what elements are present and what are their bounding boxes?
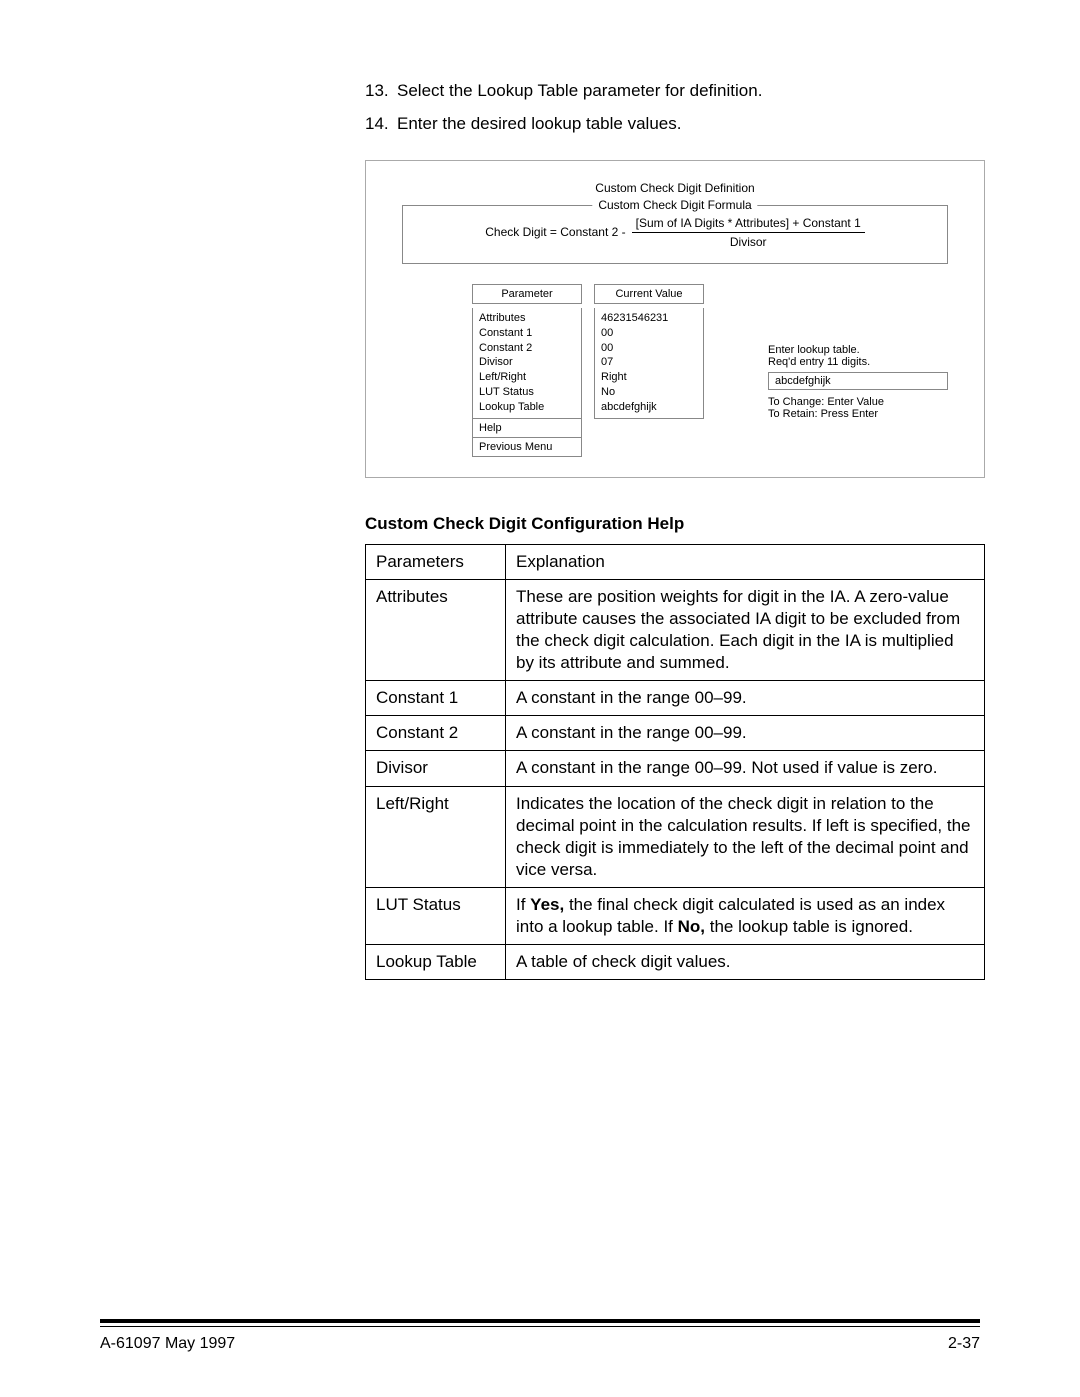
param-item[interactable]: Left/Right [479, 370, 575, 385]
help-heading: Custom Check Digit Configuration Help [365, 514, 985, 534]
help-th-param: Parameters [366, 544, 506, 579]
value-header: Current Value [594, 284, 704, 304]
value-list: 46231546231 00 00 07 Right No abcdefghij… [594, 308, 704, 419]
table-row: Divisor A constant in the range 00–99. N… [366, 751, 985, 786]
prompt-area: Enter lookup table. Req'd entry 11 digit… [768, 284, 948, 420]
footer-rule [100, 1319, 980, 1327]
page-footer: A-61097 May 1997 2-37 [100, 1335, 980, 1353]
fraction-numerator: [Sum of IA Digits * Attributes] + Consta… [632, 216, 865, 233]
help-expl: These are position weights for digit in … [506, 579, 985, 680]
table-row: LUT Status If Yes, the final check digit… [366, 887, 985, 944]
help-expl: A table of check digit values. [506, 945, 985, 980]
param-item[interactable]: Divisor [479, 355, 575, 370]
param-item[interactable]: Attributes [479, 311, 575, 326]
param-item[interactable]: Constant 1 [479, 326, 575, 341]
value-item: Right [601, 370, 697, 385]
formula-fraction: [Sum of IA Digits * Attributes] + Consta… [632, 216, 865, 249]
footer-right: 2-37 [948, 1335, 980, 1353]
param-header: Parameter [472, 284, 582, 304]
step-text: Select the Lookup Table parameter for de… [397, 80, 985, 103]
entry-input[interactable]: abcdefghijk [768, 372, 948, 390]
table-row: Attributes These are position weights fo… [366, 579, 985, 680]
step-number: 13. [365, 80, 397, 103]
help-expl: A constant in the range 00–99. [506, 716, 985, 751]
table-row: Lookup Table A table of check digit valu… [366, 945, 985, 980]
help-expl: Indicates the location of the check digi… [506, 786, 985, 887]
table-row: Left/Right Indicates the location of the… [366, 786, 985, 887]
value-item: No [601, 385, 697, 400]
prompt-line: Enter lookup table. [768, 344, 948, 356]
prompt-line: Req'd entry 11 digits. [768, 356, 948, 368]
help-expl: A constant in the range 00–99. [506, 681, 985, 716]
help-item[interactable]: Help [472, 419, 582, 438]
help-expl-lut: If Yes, the final check digit calculated… [506, 887, 985, 944]
param-item[interactable]: Lookup Table [479, 400, 575, 415]
formula-legend: Custom Check Digit Formula [592, 198, 757, 212]
footer-left: A-61097 May 1997 [100, 1335, 235, 1353]
formula-box: Custom Check Digit Formula Check Digit =… [402, 205, 948, 264]
param-item[interactable]: LUT Status [479, 385, 575, 400]
help-param: Constant 2 [366, 716, 506, 751]
step-number: 14. [365, 113, 397, 136]
param-item[interactable]: Constant 2 [479, 341, 575, 356]
fraction-denominator: Divisor [730, 233, 767, 249]
table-row: Constant 2 A constant in the range 00–99… [366, 716, 985, 751]
step-text: Enter the desired lookup table values. [397, 113, 985, 136]
help-th-expl: Explanation [506, 544, 985, 579]
help-param: Lookup Table [366, 945, 506, 980]
value-item: 00 [601, 326, 697, 341]
help-table: Parameters Explanation Attributes These … [365, 544, 985, 980]
screen-title: Custom Check Digit Definition [382, 181, 968, 195]
value-item: abcdefghijk [601, 400, 697, 415]
step-13: 13. Select the Lookup Table parameter fo… [365, 80, 985, 103]
param-list[interactable]: Attributes Constant 1 Constant 2 Divisor… [472, 308, 582, 419]
help-param: Left/Right [366, 786, 506, 887]
value-item: 46231546231 [601, 311, 697, 326]
hint-line: To Retain: Press Enter [768, 408, 948, 420]
formula-left: Check Digit = Constant 2 - [485, 225, 625, 239]
terminal-screen: Custom Check Digit Definition Custom Che… [365, 160, 985, 478]
help-param: LUT Status [366, 887, 506, 944]
hint-line: To Change: Enter Value [768, 396, 948, 408]
step-list: 13. Select the Lookup Table parameter fo… [365, 80, 985, 136]
help-expl: A constant in the range 00–99. Not used … [506, 751, 985, 786]
help-param: Divisor [366, 751, 506, 786]
table-row: Constant 1 A constant in the range 00–99… [366, 681, 985, 716]
help-param: Attributes [366, 579, 506, 680]
value-item: 07 [601, 355, 697, 370]
help-param: Constant 1 [366, 681, 506, 716]
value-item: 00 [601, 341, 697, 356]
previous-menu-item[interactable]: Previous Menu [472, 438, 582, 457]
step-14: 14. Enter the desired lookup table value… [365, 113, 985, 136]
